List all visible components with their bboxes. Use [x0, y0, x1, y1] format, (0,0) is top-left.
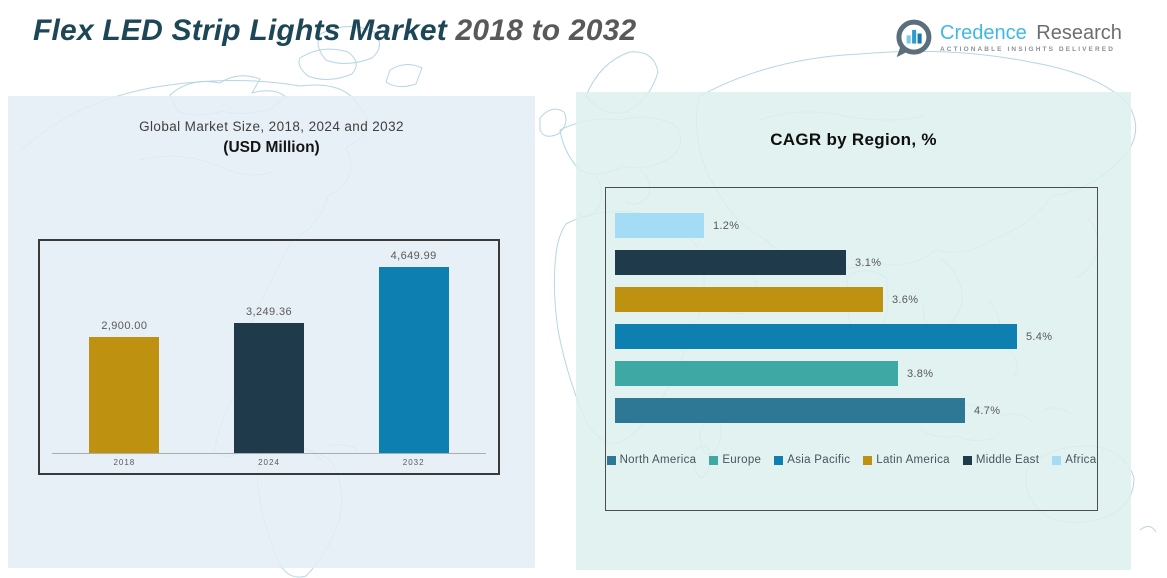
- cagr-row-north-america: 4.7%: [615, 398, 1097, 423]
- cagr-bar-africa: [615, 213, 704, 238]
- legend-swatch-icon: [774, 455, 784, 465]
- market-size-bar-2018: [89, 337, 160, 453]
- cagr-row-middle-east: 3.1%: [615, 250, 1097, 275]
- legend-item-latin-america: Latin America: [863, 454, 950, 466]
- market-size-x-axis: 2018 2024 2032: [52, 454, 486, 467]
- legend-swatch-icon: [962, 455, 972, 465]
- legend-item-north-america: North America: [606, 454, 697, 466]
- market-size-bar-2032: [378, 267, 449, 453]
- legend-item-middle-east: Middle East: [962, 454, 1040, 466]
- market-size-value-label: 2,900.00: [101, 320, 148, 332]
- x-axis-tick-2018: 2018: [113, 458, 136, 467]
- market-size-value-label: 3,249.36: [245, 306, 293, 318]
- logo-text: Credence Research Actionable Insights De…: [940, 19, 1122, 53]
- credence-research-logo: Credence Research Actionable Insights De…: [893, 19, 1122, 59]
- market-size-bars: 2,900.00 3,249.36 4,649.99: [52, 241, 486, 454]
- cagr-bar-middle-east: [615, 250, 846, 275]
- cagr-panel: CAGR by Region, % 1.2% 3.1% 3.6% 5.4% 3.8% 4.…: [576, 92, 1131, 570]
- market-size-title-line: Global Market Size, 2018, 2024 and 2032: [139, 119, 404, 134]
- logo-tagline: Actionable Insights Delivered: [940, 46, 1116, 53]
- market-size-units-line: (USD Million): [223, 139, 320, 156]
- cagr-value-label: 3.8%: [907, 367, 934, 380]
- market-size-column-2018: 2,900.00: [52, 320, 197, 453]
- legend-label: Latin America: [876, 454, 950, 466]
- cagr-bar-north-america: [615, 398, 965, 423]
- cagr-value-label: 4.7%: [974, 404, 1001, 417]
- legend-item-europe: Europe: [709, 454, 761, 466]
- cagr-row-africa: 1.2%: [615, 213, 1097, 238]
- page-title-main: Flex LED Strip Lights Market: [33, 14, 447, 47]
- legend-swatch-icon: [863, 455, 873, 465]
- legend-label: Europe: [722, 454, 762, 466]
- market-size-value-label: 4,649.99: [390, 250, 437, 262]
- cagr-row-latin-america: 3.6%: [615, 287, 1097, 312]
- cagr-row-asia-pacific: 5.4%: [615, 324, 1097, 349]
- page-title: Flex LED Strip Lights Market 2018 to 203…: [33, 14, 636, 48]
- cagr-value-label: 3.6%: [892, 293, 919, 306]
- legend-label: Middle East: [975, 454, 1040, 466]
- market-size-panel: Global Market Size, 2018, 2024 and 2032 …: [8, 96, 535, 568]
- x-axis-tick-2032: 2032: [402, 458, 425, 467]
- cagr-row-europe: 3.8%: [615, 361, 1097, 386]
- cagr-value-label: 5.4%: [1026, 330, 1053, 343]
- legend-item-africa: Africa: [1052, 454, 1096, 466]
- legend-swatch-icon: [709, 455, 719, 465]
- cagr-legend: North America Europe Asia Pacific Latin Ame…: [606, 454, 1097, 466]
- cagr-bar-europe: [615, 361, 898, 386]
- market-size-chart-title: Global Market Size, 2018, 2024 and 2032 …: [8, 119, 535, 157]
- market-size-plot-area: 2,900.00 3,249.36 4,649.99 2018 2024 2032: [38, 239, 500, 475]
- legend-item-asia-pacific: Asia Pacific: [774, 454, 850, 466]
- market-size-bar-2024: [234, 323, 304, 453]
- legend-label: Asia Pacific: [787, 454, 851, 466]
- legend-swatch-icon: [606, 455, 616, 465]
- bar-chart-speech-bubble-icon: [896, 19, 932, 58]
- cagr-plot-area: 1.2% 3.1% 3.6% 5.4% 3.8% 4.7% North America Eu…: [605, 187, 1098, 511]
- cagr-bars: 1.2% 3.1% 3.6% 5.4% 3.8% 4.7%: [615, 213, 1097, 423]
- cagr-value-label: 3.1%: [855, 256, 882, 269]
- logo-brand: Credence Research: [940, 23, 1122, 43]
- x-axis-tick-2024: 2024: [258, 458, 280, 467]
- legend-swatch-icon: [1052, 455, 1062, 465]
- cagr-value-label: 1.2%: [713, 219, 740, 232]
- legend-label: North America: [619, 454, 697, 466]
- cagr-bar-asia-pacific: [615, 324, 1017, 349]
- cagr-bar-latin-america: [615, 287, 883, 312]
- logo-brand-secondary: Research: [1036, 22, 1122, 44]
- logo-brand-primary: Credence: [940, 22, 1027, 44]
- legend-label: Africa: [1065, 454, 1097, 466]
- page-title-years: 2018 to 2032: [447, 14, 637, 47]
- market-size-column-2032: 4,649.99: [341, 250, 486, 453]
- cagr-chart-title: CAGR by Region, %: [770, 130, 937, 149]
- market-size-column-2024: 3,249.36: [197, 306, 342, 453]
